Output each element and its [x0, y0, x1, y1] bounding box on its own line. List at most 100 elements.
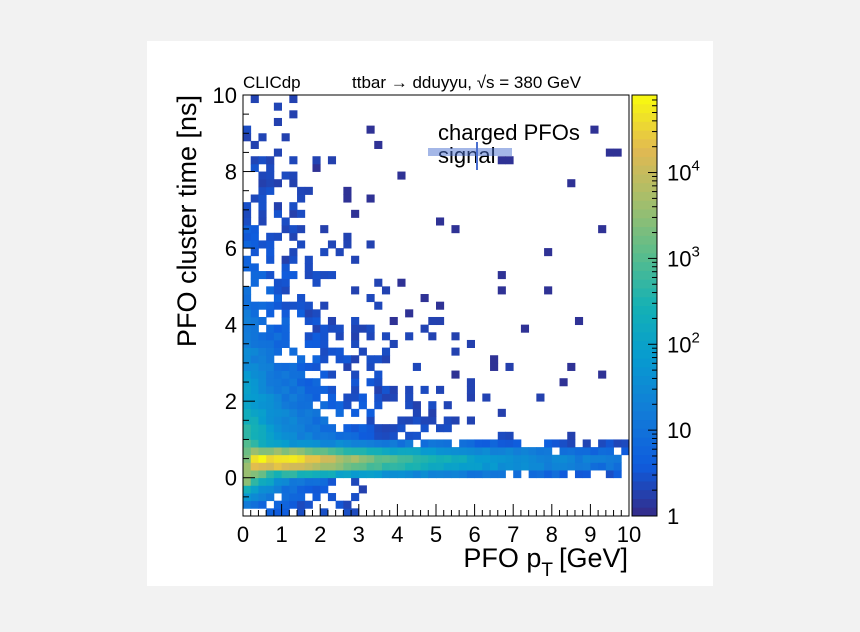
color-scale-segment	[632, 340, 657, 350]
heatmap-cell	[381, 439, 391, 448]
heatmap-cell	[266, 370, 275, 379]
heatmap-cell	[374, 401, 383, 410]
heatmap-cell	[243, 393, 252, 402]
heatmap-cell	[420, 462, 429, 471]
heatmap-cell	[343, 431, 352, 440]
heatmap-cell	[366, 332, 375, 341]
heatmap-cell	[598, 454, 607, 463]
heatmap-cell	[304, 385, 313, 394]
heatmap-cell	[536, 470, 545, 479]
heatmap-cell	[420, 416, 429, 425]
x-tick-label: 9	[584, 522, 596, 547]
heatmap-cell	[297, 186, 306, 195]
heatmap-cell	[258, 439, 267, 448]
heatmap-cell	[273, 393, 282, 402]
heatmap-cell	[544, 447, 553, 456]
heatmap-cell	[613, 462, 622, 471]
heatmap-cell	[443, 462, 452, 471]
heatmap-cell	[273, 148, 282, 157]
color-scale-segment	[632, 252, 657, 263]
heatmap-cell	[374, 278, 383, 287]
heatmap-cell	[266, 339, 275, 348]
heatmap-cell	[297, 301, 306, 310]
heatmap-cell	[243, 309, 252, 318]
color-scale-segment	[632, 209, 657, 219]
heatmap-cell	[544, 286, 553, 295]
heatmap-cell	[559, 439, 568, 448]
process-label: ttbar → dduyyu, √s = 380 GeV	[352, 73, 582, 92]
heatmap-cell	[374, 447, 383, 456]
color-scale-segment	[632, 393, 657, 403]
heatmap-cell	[497, 439, 506, 448]
heatmap-cell	[304, 439, 313, 448]
heatmap-cell	[250, 424, 259, 433]
heatmap-cell	[451, 447, 460, 456]
heatmap-cell	[243, 202, 252, 211]
heatmap-cell	[273, 286, 282, 295]
heatmap-cell	[304, 263, 313, 272]
heatmap-cell	[312, 156, 321, 165]
heatmap-cell	[281, 393, 290, 402]
heatmap-cell	[497, 408, 506, 417]
heatmap-cell	[273, 408, 282, 417]
heatmap-cell	[258, 454, 267, 463]
heatmap-cell	[266, 179, 275, 188]
heatmap-cell	[243, 439, 252, 448]
heatmap-cell	[250, 240, 259, 249]
heatmap-cell	[312, 355, 321, 364]
heatmap-cell	[551, 462, 560, 471]
heatmap-cell	[420, 424, 429, 433]
heatmap-cell	[412, 408, 421, 417]
heatmap-cell	[297, 424, 306, 433]
color-scale-segment	[632, 463, 657, 473]
heatmap-cell	[343, 462, 352, 471]
heatmap-cell	[243, 362, 252, 371]
heatmap-cell	[351, 378, 360, 387]
heatmap-cell	[451, 416, 460, 425]
heatmap-cell	[312, 271, 321, 280]
heatmap-cell	[544, 462, 553, 471]
heatmap-cell	[320, 454, 329, 463]
heatmap-cell	[243, 447, 252, 456]
heatmap-cell	[366, 362, 375, 371]
heatmap-cell	[273, 117, 282, 127]
heatmap-cell	[497, 462, 506, 471]
heatmap-cell	[281, 439, 290, 448]
x-tick-label: 6	[468, 522, 480, 547]
heatmap-cell	[428, 332, 437, 341]
heatmap-cell	[466, 416, 475, 425]
heatmap-cell	[289, 248, 298, 257]
heatmap-cell	[250, 470, 259, 479]
heatmap-cell	[289, 301, 298, 310]
heatmap-cell	[327, 462, 337, 471]
heatmap-cell	[297, 500, 306, 509]
heatmap-cell	[420, 454, 429, 463]
heatmap-cell	[343, 362, 352, 371]
heatmap-cell	[335, 401, 344, 410]
heatmap-cell	[320, 439, 329, 448]
heatmap-cell	[443, 454, 452, 463]
heatmap-cell	[621, 447, 630, 456]
heatmap-cell	[327, 370, 337, 379]
heatmap-cell	[397, 454, 406, 463]
heatmap-cell	[250, 271, 259, 280]
heatmap-cell	[281, 339, 290, 348]
heatmap-cell	[250, 477, 259, 486]
heatmap-cell	[281, 416, 290, 425]
heatmap-cell	[335, 470, 344, 479]
heatmap-cell	[343, 447, 352, 456]
heatmap-cell	[250, 278, 259, 287]
heatmap-cell	[320, 324, 329, 333]
heatmap-cell	[451, 462, 460, 471]
heatmap-cell	[243, 500, 252, 509]
heatmap-cell	[327, 454, 337, 463]
heatmap-cell	[466, 385, 475, 394]
heatmap-cell	[281, 362, 290, 371]
heatmap-cell	[381, 454, 391, 463]
heatmap-cell	[304, 301, 313, 310]
heatmap-cell	[273, 301, 282, 310]
heatmap-cell	[312, 378, 321, 387]
heatmap-cell	[497, 447, 506, 456]
heatmap-cell	[327, 240, 337, 249]
heatmap-cell	[304, 255, 313, 264]
